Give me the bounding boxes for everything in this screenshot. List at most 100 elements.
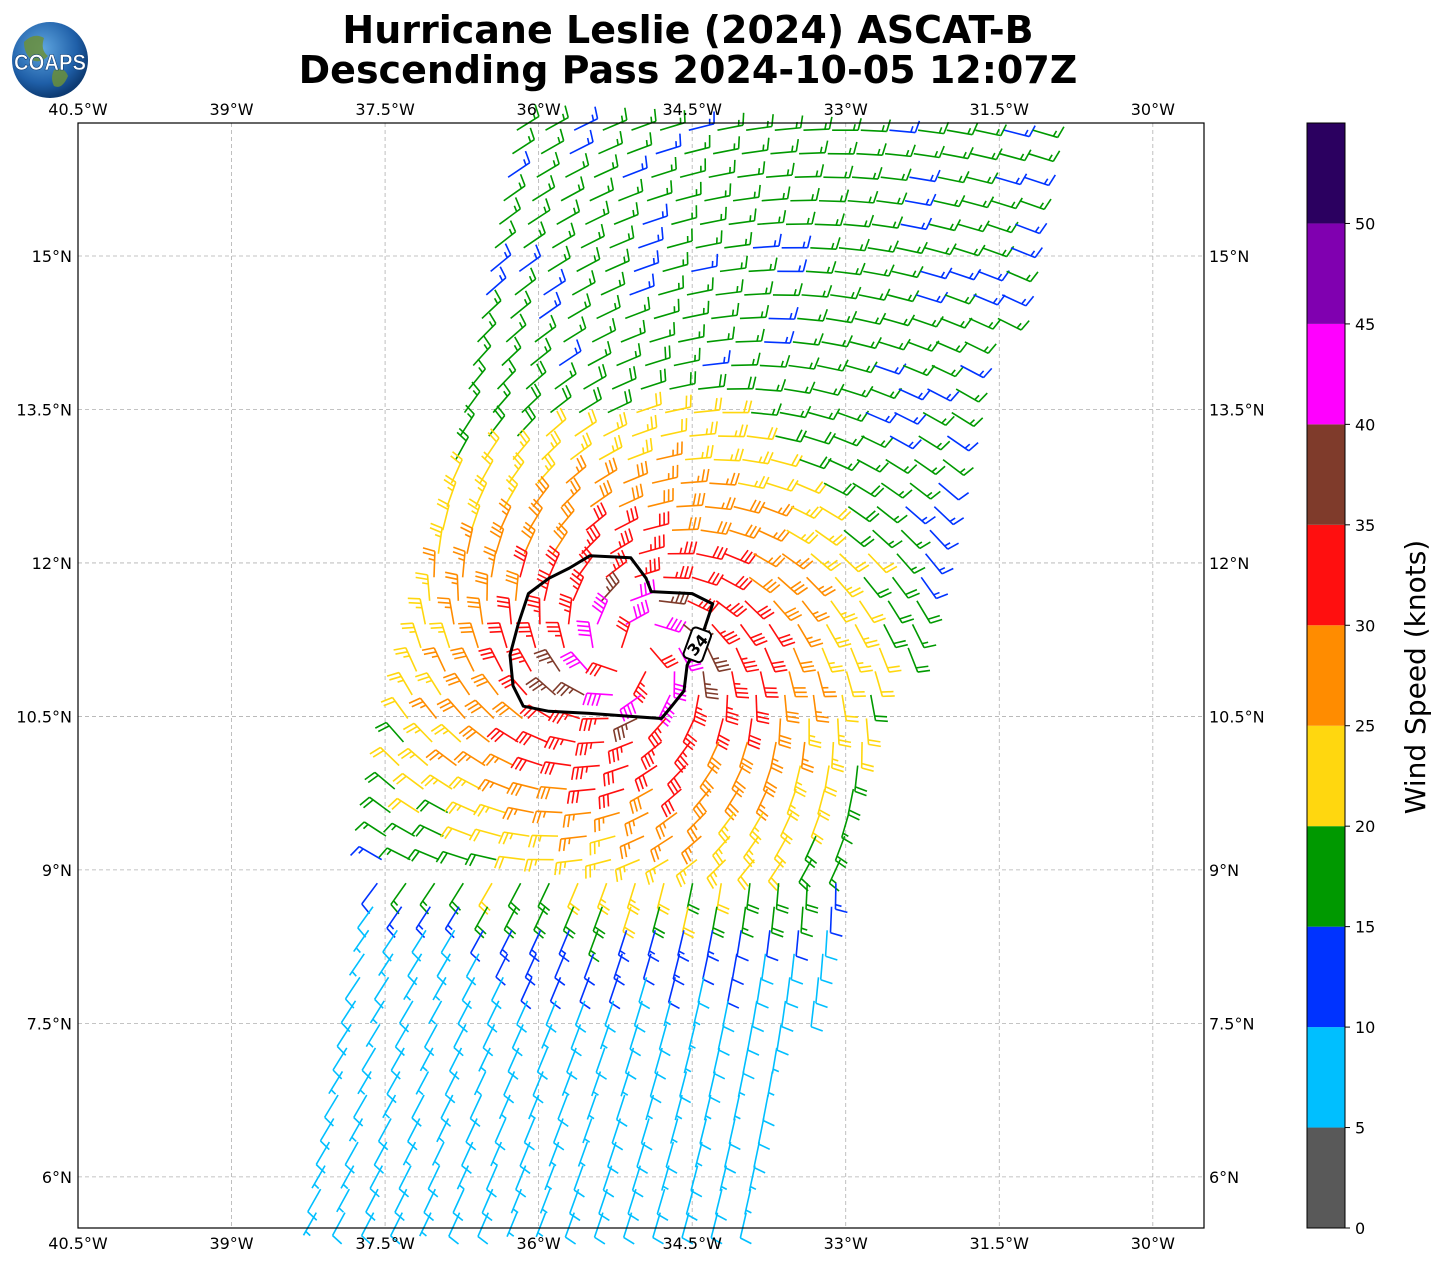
colorbar-segment — [1307, 1027, 1345, 1128]
wind-barb — [585, 858, 612, 879]
wind-barb — [640, 741, 662, 770]
wind-barb — [997, 317, 1030, 331]
wind-barb — [466, 596, 484, 625]
wind-barb — [496, 359, 517, 390]
wind-barb — [589, 177, 615, 202]
wind-barb — [634, 764, 658, 792]
wind-barb — [771, 1047, 780, 1074]
wind-barb — [655, 811, 678, 840]
wind-barb — [545, 407, 567, 437]
wind-barb — [503, 173, 526, 202]
wind-barb — [834, 835, 848, 869]
wind-barb — [382, 822, 416, 837]
wind-barb — [986, 221, 1019, 234]
wind-barb — [489, 521, 505, 554]
wind-barb — [748, 257, 778, 273]
wind-barb — [810, 553, 842, 572]
colorbar-segment — [1307, 926, 1345, 1028]
wind-barb — [698, 373, 727, 390]
wind-barb — [478, 647, 504, 672]
wind-barb — [512, 127, 536, 155]
wind-barb — [767, 859, 784, 891]
wind-barb — [909, 169, 941, 183]
wind-barb — [891, 576, 920, 599]
colorbar-tick-label: 20 — [1355, 817, 1375, 836]
wind-barb — [737, 475, 770, 490]
wind-barb — [852, 167, 883, 180]
wind-barb — [884, 144, 916, 158]
wind-barb — [677, 930, 690, 962]
wind-barb — [498, 1094, 511, 1120]
wind-barb — [609, 528, 634, 555]
wind-barb — [513, 545, 528, 578]
wind-barb — [746, 883, 760, 915]
wind-barb — [808, 718, 822, 749]
wind-barb — [319, 1118, 335, 1151]
wind-barb — [656, 441, 683, 461]
wind-barb — [707, 741, 722, 774]
x-tick-bottom-label: 39°W — [209, 1234, 253, 1253]
wind-barb — [389, 1212, 403, 1245]
wind-barb — [607, 741, 634, 764]
wind-barb — [790, 187, 820, 202]
wind-barb — [688, 111, 715, 131]
wind-barb — [662, 252, 689, 273]
wind-barb — [472, 335, 492, 367]
wind-barb — [865, 718, 881, 748]
wind-barb — [900, 217, 933, 231]
wind-barb — [604, 1000, 616, 1033]
wind-barb — [799, 140, 829, 155]
wind-barb — [651, 464, 679, 484]
wind-barb — [478, 1047, 491, 1072]
wind-barb — [942, 458, 974, 476]
wind-barb — [935, 341, 969, 353]
wind-barb — [716, 883, 730, 915]
colorbar-segment — [1307, 223, 1345, 324]
wind-barb — [729, 524, 762, 539]
wind-barb — [547, 245, 571, 273]
wind-barb — [697, 977, 710, 1009]
wind-barb — [702, 671, 719, 700]
wind-barb — [564, 1212, 577, 1245]
wind-barb — [756, 977, 769, 1009]
wind-barb — [583, 953, 596, 986]
wind-barb — [523, 1118, 536, 1151]
wind-barb — [436, 698, 466, 720]
wind-barb — [709, 472, 740, 486]
wind-barb — [776, 1024, 789, 1056]
wind-barb — [834, 883, 848, 914]
colorbar-tick-label: 30 — [1355, 616, 1375, 635]
wind-barb — [715, 279, 744, 296]
wind-barb — [883, 314, 916, 327]
wind-barb — [699, 206, 727, 226]
wind-barb — [354, 821, 387, 837]
colorbar-segment — [1307, 826, 1345, 927]
wind-barb — [365, 1023, 381, 1048]
wind-barb — [1010, 247, 1043, 259]
wind-barb — [536, 785, 567, 800]
wind-barb — [1019, 198, 1052, 211]
wind-barb — [622, 906, 636, 939]
wind-barb — [390, 1047, 405, 1080]
wind-barb — [650, 835, 674, 863]
wind-barb — [713, 448, 745, 462]
wind-barb — [540, 128, 565, 155]
wind-barb — [598, 788, 625, 810]
wind-barb — [419, 1212, 432, 1237]
wind-barb — [627, 1188, 640, 1222]
wind-barb — [481, 289, 502, 320]
wind-barb — [560, 176, 585, 202]
wind-barb — [496, 595, 513, 625]
wind-barb — [847, 190, 879, 204]
wind-barb — [491, 701, 523, 720]
wind-barb — [788, 671, 808, 698]
wind-barb — [781, 235, 812, 249]
wind-barb — [593, 154, 619, 178]
wind-barb — [812, 383, 845, 396]
wind-barb — [770, 741, 784, 774]
wind-barb — [618, 483, 644, 508]
wind-barb — [554, 953, 566, 986]
colorbar-segment — [1307, 1127, 1345, 1228]
wind-barb — [421, 647, 446, 672]
wind-barb — [710, 1212, 723, 1245]
